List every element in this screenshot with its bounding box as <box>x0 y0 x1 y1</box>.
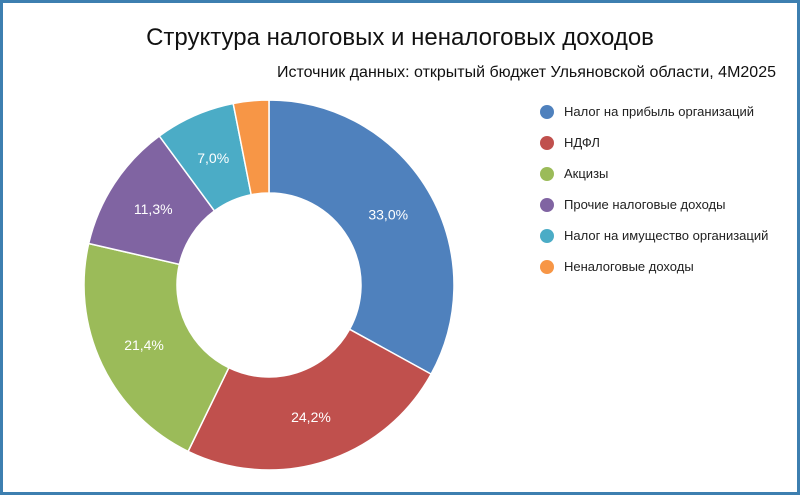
chart-subtitle: Источник данных: открытый бюджет Ульянов… <box>276 64 776 81</box>
slice-label-2: 21,4% <box>124 337 164 353</box>
legend-item-4: Налог на имущество организаций <box>540 220 768 251</box>
legend-swatch-icon <box>540 259 554 274</box>
legend-label: Неналоговые доходы <box>564 259 694 274</box>
donut-slice-0 <box>268 99 455 376</box>
legend-label: Налог на прибыль организаций <box>564 104 754 119</box>
legend-label: Налог на имущество организаций <box>564 228 769 243</box>
slice-label-4: 7,0% <box>197 150 229 166</box>
slice-label-0: 33,0% <box>368 206 408 222</box>
legend-label: Акцизы <box>564 166 609 181</box>
legend-swatch-icon <box>540 197 554 212</box>
slice-label-1: 24,2% <box>291 409 331 425</box>
slice-label-3: 11,3% <box>134 201 173 217</box>
donut-slice-5 <box>232 99 270 196</box>
legend-label: НДФЛ <box>564 135 600 150</box>
legend-item-2: Акцизы <box>540 158 768 189</box>
donut-labels: 33,0% 24,2% 21,4% 11,3% 7,0% <box>124 150 408 425</box>
legend-item-1: НДФЛ <box>540 127 768 158</box>
legend-item-3: Прочие налоговые доходы <box>540 189 768 220</box>
legend-swatch-icon <box>540 228 554 243</box>
legend-item-5: Неналоговые доходы <box>540 251 768 282</box>
donut-slice-1 <box>187 328 433 471</box>
legend-label: Прочие налоговые доходы <box>564 197 726 212</box>
donut-slice-2 <box>83 242 230 453</box>
legend-swatch-icon <box>540 135 554 150</box>
legend: Налог на прибыль организаций НДФЛ Акцизы Пр… <box>540 96 768 282</box>
legend-item-0: Налог на прибыль организаций <box>540 96 768 127</box>
legend-swatch-icon <box>540 166 554 181</box>
chart-title: Структура налоговых и неналоговых доходо… <box>146 24 654 51</box>
donut-slices <box>83 99 455 471</box>
legend-swatch-icon <box>540 104 554 119</box>
